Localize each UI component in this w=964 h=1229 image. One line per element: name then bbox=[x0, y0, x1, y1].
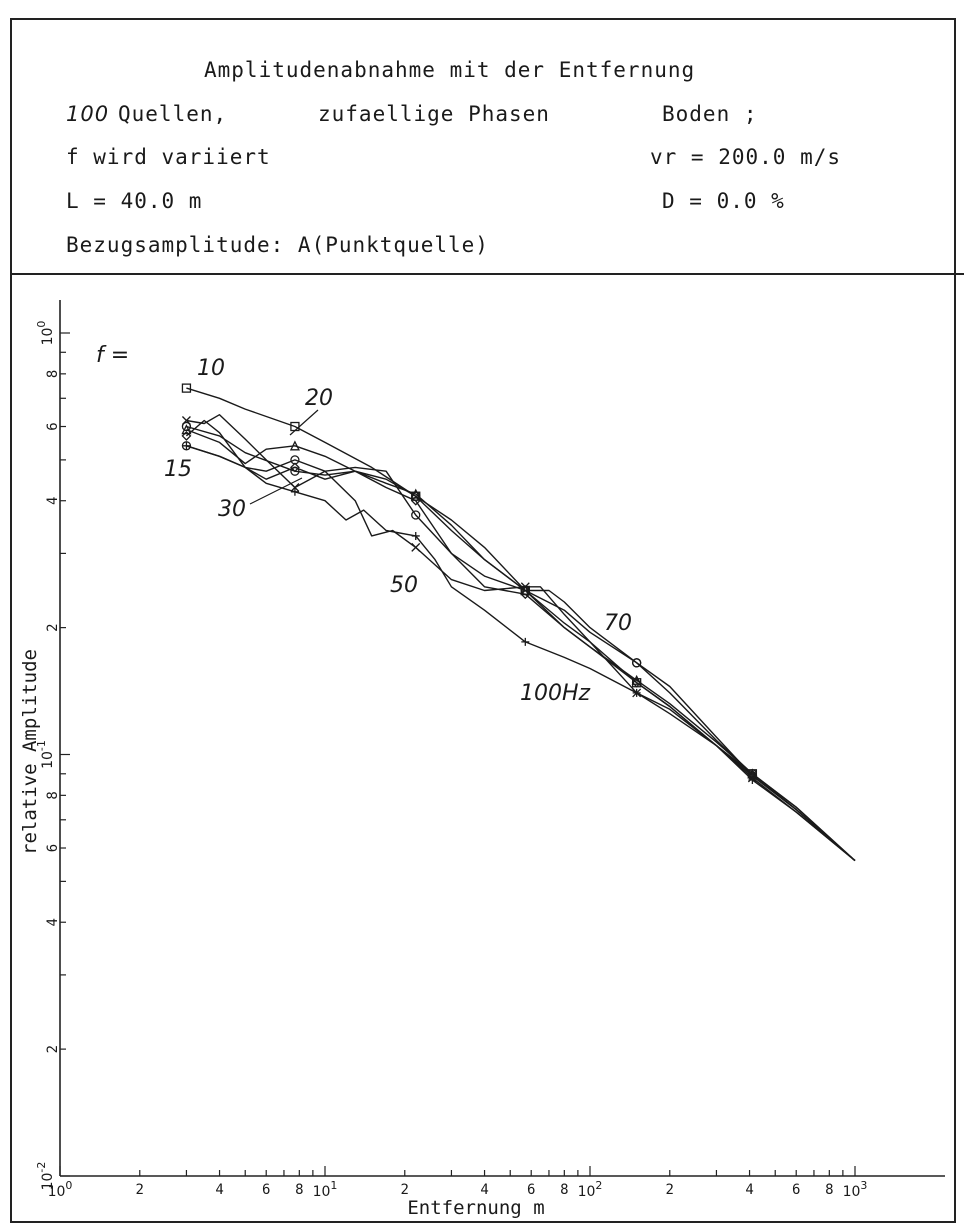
header-frequency-note: f wird variiert bbox=[66, 145, 271, 169]
header-divider bbox=[10, 273, 964, 275]
y-major-label: 100 bbox=[35, 321, 56, 346]
series-label-leader-30 bbox=[249, 477, 303, 505]
header-sources-count: 100 bbox=[66, 102, 110, 126]
series-100Hz bbox=[182, 441, 856, 862]
y-tick-label: 2 bbox=[45, 623, 61, 631]
header-reference: Bezugsamplitude: A(Punktquelle) bbox=[66, 233, 489, 257]
header-velocity: vr = 200.0 m/s bbox=[650, 145, 842, 169]
data-point-50 bbox=[290, 483, 300, 492]
x-tick-label: 6 bbox=[527, 1182, 535, 1198]
series-line-100Hz bbox=[186, 445, 856, 862]
data-point-100Hz bbox=[748, 775, 757, 784]
y-tick-label: 8 bbox=[45, 370, 61, 378]
y-tick-label: 6 bbox=[45, 422, 61, 430]
data-point-10 bbox=[181, 383, 192, 393]
data-point-15 bbox=[411, 510, 421, 520]
x-axis-title: Entfernung m bbox=[407, 1197, 544, 1219]
series-label-leader-20 bbox=[289, 409, 319, 436]
x-major-label: 103 bbox=[843, 1179, 868, 1200]
data-point-100Hz bbox=[632, 688, 641, 697]
series-label-30: 30 bbox=[218, 497, 246, 522]
data-point-100Hz bbox=[521, 637, 530, 646]
x-major-label: 101 bbox=[313, 1179, 338, 1200]
data-point-100Hz bbox=[290, 487, 299, 496]
series-15 bbox=[181, 441, 856, 862]
series-line-50 bbox=[186, 414, 856, 862]
x-tick-label: 8 bbox=[560, 1182, 568, 1198]
series-label-10: 10 bbox=[197, 356, 225, 381]
x-tick-label: 4 bbox=[745, 1182, 753, 1198]
data-point-20 bbox=[289, 440, 300, 451]
series-30 bbox=[181, 419, 856, 862]
series-label-15: 15 bbox=[164, 457, 192, 482]
data-point-70 bbox=[632, 658, 642, 668]
data-point-70 bbox=[411, 491, 421, 501]
x-major-label: 102 bbox=[578, 1179, 603, 1200]
x-tick-label: 4 bbox=[480, 1182, 488, 1198]
data-point-50 bbox=[411, 542, 421, 552]
header-sources-label: Quellen, bbox=[118, 102, 228, 126]
data-point-30 bbox=[631, 677, 642, 688]
series-label-50: 50 bbox=[390, 573, 418, 598]
x-tick-label: 2 bbox=[401, 1182, 409, 1198]
data-point-70 bbox=[290, 466, 300, 476]
series-line-15 bbox=[186, 445, 856, 862]
header-ground: Boden ; bbox=[662, 102, 758, 126]
x-tick-label: 2 bbox=[666, 1182, 674, 1198]
header-length: L = 40.0 m bbox=[66, 189, 203, 213]
legend-prefix: f = bbox=[96, 343, 129, 368]
x-tick-label: 6 bbox=[262, 1182, 270, 1198]
series-line-20 bbox=[186, 428, 856, 862]
series-70 bbox=[181, 421, 856, 862]
chart-series-layer bbox=[181, 383, 856, 862]
x-tick-label: 8 bbox=[295, 1182, 303, 1198]
x-tick-label: 4 bbox=[215, 1182, 223, 1198]
x-tick-label: 6 bbox=[792, 1182, 800, 1198]
data-point-20 bbox=[410, 488, 421, 499]
y-major-label: 10-2 bbox=[35, 1162, 56, 1191]
y-tick-label: 4 bbox=[45, 918, 61, 926]
x-tick-label: 8 bbox=[825, 1182, 833, 1198]
chart-labels-layer: f = 10 15 20 30 50 70 100Hz bbox=[96, 343, 632, 706]
y-tick-label: 8 bbox=[45, 791, 61, 799]
series-label-20: 20 bbox=[305, 386, 333, 411]
series-20 bbox=[181, 424, 856, 862]
x-major-label: 100 bbox=[48, 1179, 73, 1200]
y-tick-label: 6 bbox=[45, 844, 61, 852]
page-frame bbox=[10, 18, 956, 1223]
y-axis-title: relative Amplitude bbox=[19, 649, 41, 855]
series-label-70: 70 bbox=[604, 611, 632, 636]
x-tick-label: 2 bbox=[136, 1182, 144, 1198]
series-line-30 bbox=[185, 419, 856, 862]
series-10 bbox=[181, 383, 856, 862]
data-point-70 bbox=[520, 585, 530, 596]
header-title: Amplitudenabnahme mit der Entfernung bbox=[204, 58, 696, 82]
series-line-10 bbox=[186, 387, 856, 862]
data-point-30 bbox=[181, 430, 192, 441]
y-tick-label: 4 bbox=[45, 497, 61, 505]
series-label-100Hz: 100Hz bbox=[520, 681, 591, 706]
data-point-100Hz bbox=[411, 531, 420, 540]
series-line-70 bbox=[186, 425, 856, 862]
y-major-label: 10-1 bbox=[35, 740, 56, 769]
header-phases: zufaellige Phasen bbox=[318, 102, 550, 126]
header-damping: D = 0.0 % bbox=[662, 189, 785, 213]
data-point-100Hz bbox=[182, 441, 191, 450]
y-tick-label: 2 bbox=[45, 1045, 61, 1053]
data-point-70 bbox=[181, 421, 192, 432]
